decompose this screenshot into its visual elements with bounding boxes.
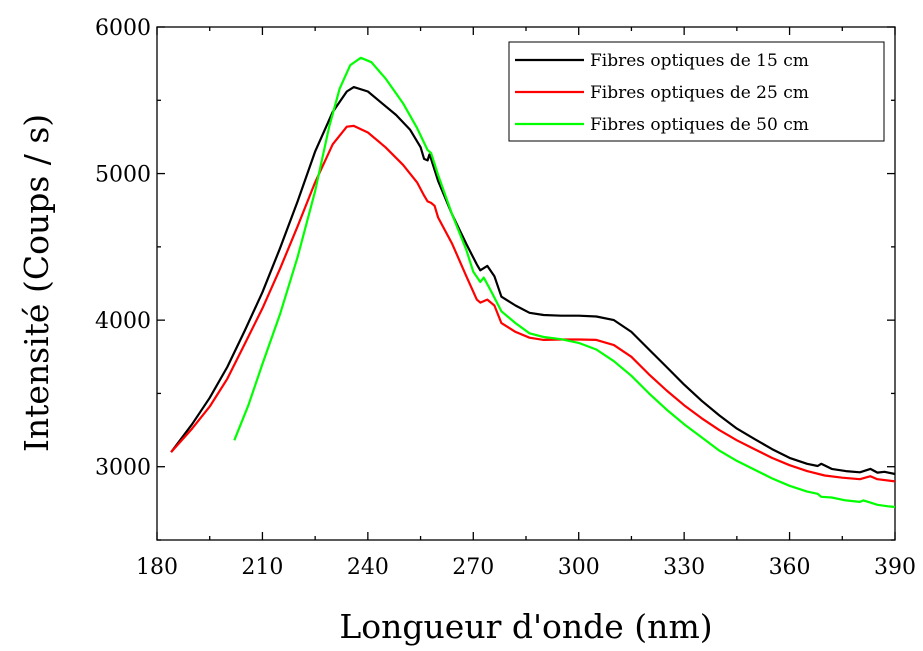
x-tick-label: 240	[347, 555, 389, 580]
y-axis-title: Intensité (Coups / s)	[17, 114, 56, 452]
legend-label-2: Fibres optiques de 25 cm	[590, 83, 809, 103]
x-tick-label: 180	[136, 555, 178, 580]
y-tick-label: 5000	[95, 163, 151, 188]
x-axis-title: Longueur d'onde (nm)	[339, 607, 712, 646]
series-line-2	[170, 124, 896, 483]
series-line-3	[233, 56, 896, 509]
legend: Fibres optiques de 15 cm Fibres optiques …	[508, 41, 885, 142]
x-tick-label: 330	[663, 555, 705, 580]
x-tick-label: 210	[241, 555, 283, 580]
y-tick-label: 6000	[95, 16, 151, 41]
x-tick-label: 270	[452, 555, 494, 580]
legend-label-1: Fibres optiques de 15 cm	[590, 51, 809, 71]
x-tick-label: 360	[769, 555, 811, 580]
axis-ticks	[156, 26, 896, 541]
x-tick-label: 300	[558, 555, 600, 580]
y-tick-label: 3000	[95, 456, 151, 481]
series-lines	[170, 56, 896, 509]
x-tick-label: 390	[874, 555, 916, 580]
y-tick-label: 4000	[95, 309, 151, 334]
legend-label-3: Fibres optiques de 50 cm	[590, 115, 809, 135]
axis-tick-labels: 180 210 240 270 300 330 360 390 3000 4000 5000 6000	[95, 16, 916, 580]
